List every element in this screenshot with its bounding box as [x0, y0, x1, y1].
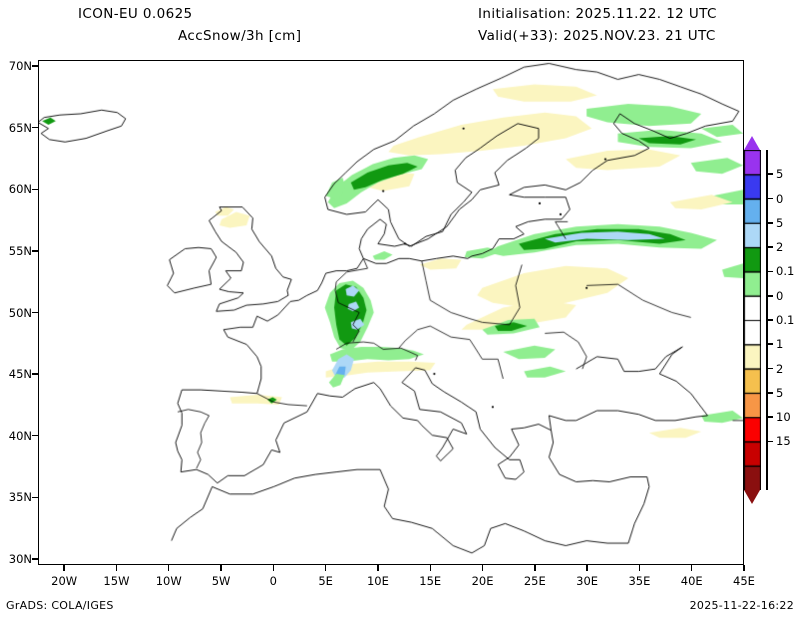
y-axis-label: 40N — [8, 428, 32, 443]
colorbar-tick-label: 2 — [776, 361, 784, 376]
colorbar-tick — [766, 343, 773, 346]
colorbar-tick-label: 0.1 — [776, 264, 795, 279]
grads-credit: GrADS: COLA/IGES — [6, 599, 114, 612]
colorbar-tick — [766, 367, 773, 370]
x-axis-label: 25E — [523, 574, 546, 588]
x-axis-tick — [638, 565, 641, 571]
colorbar-tick-label: 1 — [776, 337, 784, 352]
x-axis-tick — [324, 565, 327, 571]
colorbar-tick-label: 5 — [776, 385, 784, 400]
y-axis-label: 35N — [8, 490, 32, 505]
colorbar-tick-label: 5 — [776, 215, 784, 230]
y-axis-tick — [32, 188, 38, 191]
colorbar-tick — [766, 294, 773, 297]
colorbar-upper-arrow — [744, 136, 760, 150]
x-axis-tick — [743, 565, 745, 571]
y-axis-label: 45N — [8, 367, 32, 382]
colorbar-tick-label: 0 — [776, 288, 784, 303]
y-axis-label: 70N — [8, 59, 32, 74]
colorbar-tick — [766, 392, 773, 394]
y-axis-tick — [32, 558, 38, 560]
x-axis-tick — [377, 565, 379, 571]
y-axis-tick — [32, 250, 38, 252]
colorbar-tick — [766, 270, 773, 273]
y-axis-label: 30N — [8, 551, 32, 566]
x-axis-tick — [63, 565, 65, 571]
y-axis-tick — [32, 434, 38, 437]
y-axis-tick — [32, 373, 38, 375]
y-axis-label: 65N — [8, 120, 32, 135]
y-axis-label: 60N — [8, 182, 32, 197]
x-axis-label: 20W — [51, 574, 78, 588]
colorbar-tick-label: 10 — [776, 410, 791, 425]
x-axis-tick — [168, 565, 170, 571]
x-axis-label: 10W — [155, 574, 182, 588]
colorbar-tick — [766, 222, 773, 224]
colorbar-tick-label: 2 — [776, 240, 784, 255]
y-axis-tick — [32, 127, 38, 129]
header: ICON-EU 0.0625 AccSnow/3h [cm] Initialis… — [0, 0, 800, 52]
x-axis-label: 45E — [733, 574, 755, 588]
x-axis-tick — [534, 565, 536, 571]
x-axis-tick — [429, 565, 431, 571]
x-axis-label: 15E — [419, 574, 442, 588]
x-axis-tick — [115, 565, 118, 571]
x-axis-tick — [220, 565, 222, 571]
colorbar-tick-label: 5 — [776, 167, 784, 182]
colorbar-tick-label: 0.1 — [776, 313, 795, 327]
valid-time-label: Valid(+33): 2025.NOV.23. 21 UTC — [478, 28, 716, 44]
x-axis-tick — [691, 565, 693, 571]
x-axis-label: 35E — [628, 574, 651, 588]
x-axis-tick — [481, 565, 484, 571]
x-axis-label: 5W — [211, 574, 231, 588]
x-axis-tick — [586, 565, 588, 571]
x-axis-label: 40E — [680, 574, 703, 588]
x-axis-label: 10E — [366, 574, 389, 588]
colorbar: 5 0 5 2 0.1 0 0.1 1 2 5 10 15 — [744, 136, 800, 504]
x-axis-label: 30E — [576, 574, 599, 588]
field-title: AccSnow/3h [cm] — [178, 28, 302, 44]
y-axis-tick — [32, 65, 38, 67]
colorbar-tick — [766, 319, 773, 321]
colorbar-tick — [766, 246, 773, 248]
x-axis-label: 15W — [103, 574, 130, 588]
x-axis-label: 20E — [471, 574, 494, 588]
colorbar-tick-label: 0 — [776, 191, 784, 206]
colorbar-tick — [766, 173, 773, 176]
colorbar-lower-arrow — [744, 490, 760, 504]
initialisation-label: Initialisation: 2025.11.22. 12 UTC — [478, 6, 717, 22]
x-axis-label: 5E — [318, 574, 333, 588]
colorbar-tick — [766, 440, 773, 443]
y-axis-tick — [32, 496, 38, 498]
colorbar-tick-label: 15 — [776, 434, 791, 449]
y-axis-tick — [32, 311, 38, 314]
snow-accumulation-map — [39, 61, 743, 564]
colorbar-gradient — [744, 150, 761, 490]
colorbar-tick — [766, 416, 773, 418]
map-plot-area — [38, 60, 744, 565]
x-axis-label: 0 — [269, 574, 277, 588]
x-axis-tick — [272, 565, 275, 571]
y-axis-label: 55N — [8, 243, 32, 258]
y-axis-label: 50N — [8, 305, 32, 320]
model-title: ICON-EU 0.0625 — [78, 6, 193, 22]
render-timestamp: 2025-11-22-16:22 — [689, 599, 794, 612]
colorbar-tick — [766, 197, 773, 200]
